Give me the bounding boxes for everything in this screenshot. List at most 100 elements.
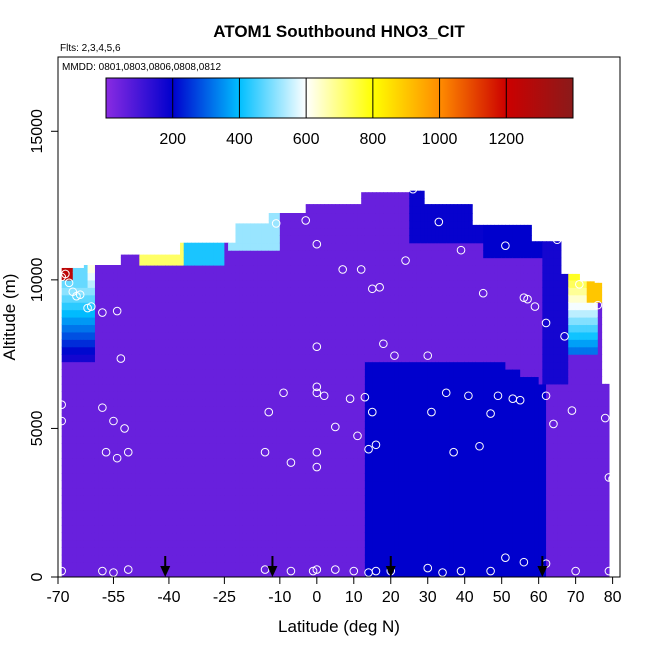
heatmap-cell [361,324,366,333]
heatmap-cell [235,227,240,236]
heatmap-cell [131,554,137,563]
heatmap-cell [87,406,92,415]
heatmap-cell [427,473,433,482]
heatmap-cell [368,458,373,467]
heatmap-cell [353,465,359,474]
heatmap-cell [427,265,433,274]
heatmap-cell [165,339,170,348]
heatmap-cell [157,517,163,526]
heatmap-cell [320,398,325,407]
heatmap-cell [224,495,229,504]
heatmap-cell [194,569,200,577]
heatmap-cell [268,554,274,563]
heatmap-cell [253,569,259,577]
heatmap-cell [342,525,347,534]
heatmap-cell [294,346,299,355]
heatmap-cell [387,346,392,355]
heatmap-cell [228,413,233,422]
heatmap-cell [331,204,336,207]
heatmap-cell [394,428,399,437]
heatmap-cell [405,250,410,259]
heatmap-cell [213,346,218,355]
heatmap-cell [246,539,251,548]
heatmap-cell [143,465,148,474]
heatmap-cell [250,354,255,363]
heatmap-cell [446,235,451,244]
heatmap-cell [109,279,115,288]
heatmap-cell [216,428,222,437]
heatmap-cell [183,510,189,519]
heatmap-cell [228,242,233,251]
heatmap-cell [83,294,89,303]
heatmap-cell [213,517,218,526]
heatmap-cell [350,279,355,288]
heatmap-cell [298,242,303,251]
heatmap-cell [213,435,218,444]
heatmap-cell [383,525,388,534]
heatmap-cell [320,480,325,489]
heatmap-cell [150,465,155,474]
heatmap-cell [398,473,403,482]
heatmap-cell [424,339,429,348]
heatmap-cell [294,376,299,385]
heatmap-cell [272,487,277,496]
heatmap-cell [69,458,74,467]
heatmap-cell [220,272,225,281]
heatmap-cell [98,517,103,526]
heatmap-cell [405,317,410,326]
heatmap-cell [102,458,107,467]
heatmap-cell [76,487,81,496]
heatmap-cell [331,435,336,444]
heatmap-cell [239,510,244,519]
heatmap-cell [239,235,244,244]
heatmap-cell [361,569,366,577]
heatmap-cell [353,495,359,504]
heatmap-cell [331,265,336,274]
heatmap-cell [76,317,81,326]
heatmap-cell [357,435,362,444]
heatmap-cell [364,302,370,311]
heatmap-cell [131,257,137,266]
heatmap-cell [287,309,292,318]
heatmap-cell [276,331,281,340]
heatmap-cell [375,331,381,340]
heatmap-cell [143,309,148,318]
heatmap-cell [253,562,259,571]
heatmap-cell [283,554,288,563]
heatmap-cell [220,383,225,392]
heatmap-cell [342,346,347,355]
heatmap-cell [265,376,270,385]
heatmap-cell [442,346,447,355]
heatmap-cell [383,376,388,385]
heatmap-cell [61,510,66,519]
heatmap-cell [216,487,222,496]
heatmap-cell [113,495,118,504]
heatmap-cell [327,495,333,504]
heatmap-cell [346,562,351,571]
heatmap-cell [290,428,296,437]
heatmap-cell [368,250,373,259]
heatmap-cell [361,398,366,407]
heatmap-cell [128,309,133,318]
heatmap-cell [135,346,140,355]
heatmap-cell [353,324,359,333]
heatmap-cell [117,465,122,474]
heatmap-cell [120,383,126,392]
heatmap-cell [405,413,410,422]
heatmap-cell [335,539,340,548]
heatmap-cell [331,539,336,548]
heatmap-cell [416,361,421,370]
heatmap-cell [331,257,336,266]
heatmap-cell [94,473,100,482]
heatmap-cell [327,458,333,467]
heatmap-cell [324,562,329,571]
heatmap-cell [309,376,314,385]
heatmap-cell [409,294,414,303]
heatmap-cell [253,287,259,296]
heatmap-cell [120,525,126,534]
heatmap-cell [253,250,259,259]
heatmap-cell [335,525,340,534]
heatmap-cell [154,480,159,489]
heatmap-cell [442,376,447,385]
heatmap-cell [128,450,133,459]
